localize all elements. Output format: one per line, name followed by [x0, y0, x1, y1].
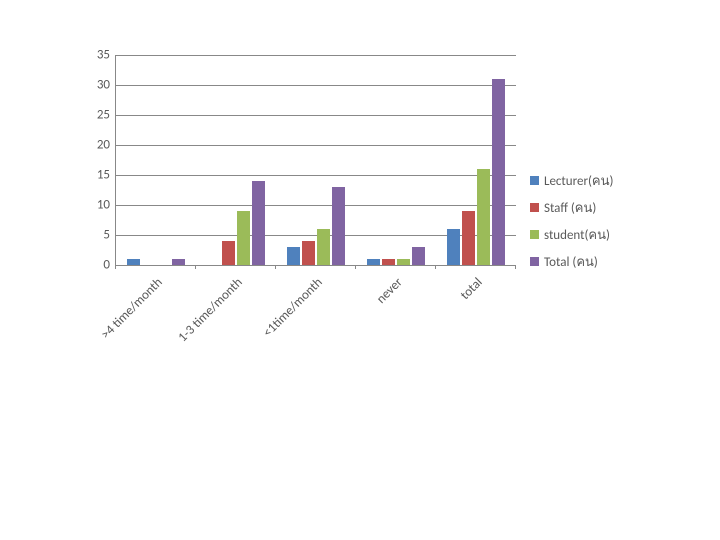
bar — [367, 259, 380, 265]
bar — [332, 187, 345, 265]
bar — [252, 181, 265, 265]
chart-stage: 05101520253035 >4 time/month1-3 time/mon… — [0, 0, 720, 540]
bar — [412, 247, 425, 265]
x-tick — [515, 265, 516, 269]
bar — [462, 211, 475, 265]
bar — [382, 259, 395, 265]
x-tick — [435, 265, 436, 269]
bar — [287, 247, 300, 265]
legend-label: student(คน) — [544, 224, 610, 245]
bar — [237, 211, 250, 265]
gridline — [116, 175, 516, 176]
bar — [302, 241, 315, 265]
x-tick-label: total — [404, 275, 485, 356]
gridline — [116, 145, 516, 146]
legend-item: Total (คน) — [530, 251, 680, 272]
x-tick-label: <1time/month — [244, 275, 325, 356]
bar — [397, 259, 410, 265]
legend-swatch — [530, 203, 539, 212]
x-tick-label: 1-3 time/month — [164, 275, 245, 356]
gridline — [116, 85, 516, 86]
gridline — [116, 55, 516, 56]
y-tick-label: 5 — [103, 228, 116, 243]
y-tick-label: 25 — [97, 108, 116, 123]
gridline — [116, 115, 516, 116]
legend-swatch — [530, 176, 539, 185]
bar — [317, 229, 330, 265]
x-tick — [275, 265, 276, 269]
bar — [222, 241, 235, 265]
legend-item: Lecturer(คน) — [530, 170, 680, 191]
chart-area: 05101520253035 >4 time/month1-3 time/mon… — [85, 55, 645, 335]
bar — [127, 259, 140, 265]
bar — [172, 259, 185, 265]
plot-area: 05101520253035 — [115, 55, 516, 266]
x-tick-label: never — [324, 275, 405, 356]
y-tick-label: 20 — [97, 138, 116, 153]
gridline — [116, 205, 516, 206]
legend-label: Lecturer(คน) — [544, 170, 613, 191]
bar — [447, 229, 460, 265]
y-tick-label: 15 — [97, 168, 116, 183]
legend-swatch — [530, 257, 539, 266]
y-tick-label: 35 — [97, 48, 116, 63]
legend-item: Staff (คน) — [530, 197, 680, 218]
legend-label: Staff (คน) — [544, 197, 596, 218]
y-tick-label: 10 — [97, 198, 116, 213]
x-tick — [195, 265, 196, 269]
legend-item: student(คน) — [530, 224, 680, 245]
bar — [477, 169, 490, 265]
x-tick — [115, 265, 116, 269]
x-tick — [355, 265, 356, 269]
legend-label: Total (คน) — [544, 251, 598, 272]
legend: Lecturer(คน) Staff (คน) student(คน) Total (… — [530, 170, 680, 278]
y-tick-label: 30 — [97, 78, 116, 93]
legend-swatch — [530, 230, 539, 239]
x-tick-label: >4 time/month — [84, 275, 165, 356]
bar — [492, 79, 505, 265]
